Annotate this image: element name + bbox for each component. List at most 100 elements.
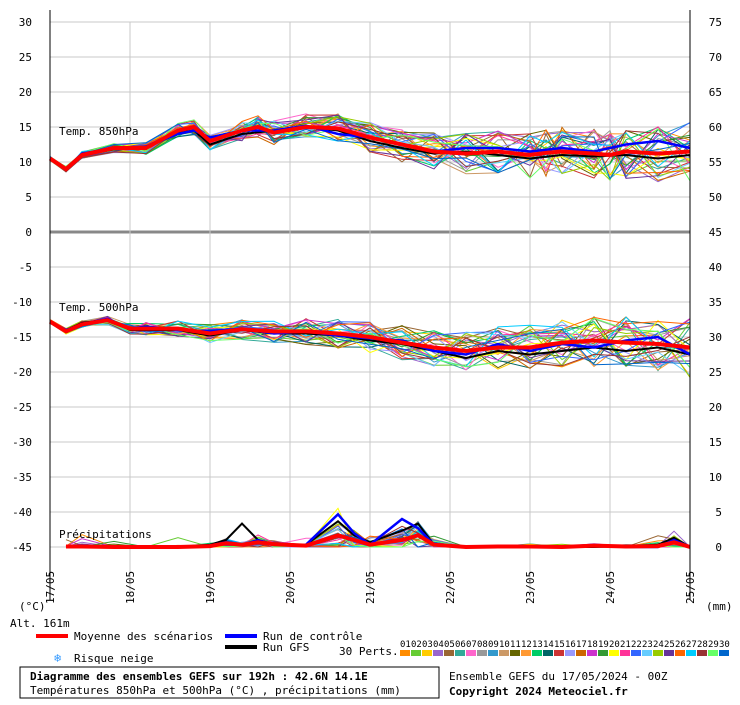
mean-line xyxy=(48,124,691,172)
perturbation-swatch xyxy=(422,650,432,656)
perturbation-swatch xyxy=(697,650,707,656)
unit-right: (mm) xyxy=(706,600,733,613)
left-tick-label: -20 xyxy=(12,366,32,379)
perturbation-swatch xyxy=(543,650,553,656)
perturbation-id: 11 xyxy=(510,640,521,650)
perturbation-id: 06 xyxy=(455,640,466,650)
perturbation-swatch xyxy=(719,650,729,656)
left-tick-label: 15 xyxy=(19,121,32,134)
perturbation-swatch xyxy=(686,650,696,656)
perturbation-swatch xyxy=(521,650,531,656)
perturbation-line xyxy=(49,320,691,367)
x-tick-label: 18/05 xyxy=(124,571,137,604)
x-tick-label: 25/05 xyxy=(684,571,697,604)
perturbation-id: 10 xyxy=(499,640,510,650)
legend-mean-label: Moyenne des scénarios xyxy=(74,630,213,643)
perturbation-id: 01 xyxy=(400,640,411,650)
legend-control-label: Run de contrôle xyxy=(263,630,362,643)
right-tick-label: 60 xyxy=(709,121,722,134)
perturbation-id: 19 xyxy=(598,640,609,650)
perturbation-legend: 01 02 03 04 05 06 07 08 09 10 11 12 13 14 15 16 17 18 19 20… xyxy=(400,640,730,656)
perturbation-swatch xyxy=(499,650,509,656)
perturbation-id: 29 xyxy=(708,640,719,650)
right-tick-label: 50 xyxy=(709,191,722,204)
perturbation-line xyxy=(49,114,691,174)
perturbation-swatch xyxy=(631,650,641,656)
perturbation-id: 20 xyxy=(609,640,620,650)
perturbation-id: 09 xyxy=(488,640,499,650)
title-box xyxy=(19,666,440,699)
panel-label-precip: Précipitations xyxy=(59,528,152,541)
right-tick-label: 30 xyxy=(709,331,722,344)
snowflake-icon: ❄ xyxy=(54,651,61,665)
chart-subtitle: Températures 850hPa et 500hPa (°C) , pré… xyxy=(30,684,401,697)
left-tick-label: -5 xyxy=(19,261,32,274)
perturbation-swatch xyxy=(510,650,520,656)
left-tick-label: 0 xyxy=(25,226,32,239)
copyright: Copyright 2024 Meteociel.fr xyxy=(449,685,628,698)
run-info: Ensemble GEFS du 17/05/2024 - 00Z xyxy=(449,670,668,683)
perturbation-line xyxy=(49,121,691,180)
x-tick-label: 22/05 xyxy=(444,571,457,604)
x-tick-label: 24/05 xyxy=(604,571,617,604)
perturbation-swatch xyxy=(532,650,542,656)
perturbation-swatch xyxy=(477,650,487,656)
perturbation-swatch xyxy=(609,650,619,656)
right-tick-label: 15 xyxy=(709,436,722,449)
perturbation-id: 14 xyxy=(543,640,554,650)
right-tick-label: 25 xyxy=(709,366,722,379)
left-tick-label: -35 xyxy=(12,471,32,484)
axes: 302520151050-5-10-15-20-25-30-35-40-4575… xyxy=(12,10,722,604)
right-tick-label: 40 xyxy=(709,261,722,274)
perturbation-line xyxy=(49,124,691,172)
perturbation-id: 18 xyxy=(587,640,598,650)
right-tick-label: 5 xyxy=(715,506,722,519)
perturbation-swatch xyxy=(411,650,421,656)
perturbation-swatch xyxy=(400,650,410,656)
x-tick-label: 23/05 xyxy=(524,571,537,604)
left-tick-label: 25 xyxy=(19,51,32,64)
left-tick-label: 5 xyxy=(25,191,32,204)
left-tick-label: -25 xyxy=(12,401,32,414)
perturbation-id: 30 xyxy=(719,640,730,650)
x-tick-label: 17/05 xyxy=(44,571,57,604)
perturbation-line xyxy=(49,316,691,368)
perturbation-id: 21 xyxy=(620,640,631,650)
perturbation-swatch xyxy=(455,650,465,656)
perturbation-line xyxy=(49,119,691,174)
mean-line xyxy=(66,533,691,550)
perturbation-swatch xyxy=(444,650,454,656)
perturbation-id: 04 xyxy=(433,640,444,650)
perturbation-id: 27 xyxy=(686,640,697,650)
left-tick-label: -45 xyxy=(12,541,32,554)
left-tick-label: -10 xyxy=(12,296,32,309)
left-tick-label: -15 xyxy=(12,331,32,344)
perturbation-line xyxy=(49,317,691,368)
right-tick-label: 45 xyxy=(709,226,722,239)
panel-label-500: Temp. 500hPa xyxy=(59,301,138,314)
left-tick-label: 30 xyxy=(19,16,32,29)
perturbation-id: 16 xyxy=(565,640,576,650)
right-tick-label: 55 xyxy=(709,156,722,169)
main-lines xyxy=(48,124,691,550)
chart-title: Diagramme des ensembles GEFS sur 192h : … xyxy=(30,670,368,683)
left-tick-label: 20 xyxy=(19,86,32,99)
right-tick-label: 35 xyxy=(709,296,722,309)
perturbation-swatch xyxy=(675,650,685,656)
perturbation-id: 24 xyxy=(653,640,664,650)
right-tick-label: 20 xyxy=(709,401,722,414)
perturbation-id: 13 xyxy=(532,640,543,650)
perturbation-swatch xyxy=(488,650,498,656)
perturbation-id: 07 xyxy=(466,640,477,650)
perturbations-label: 30 Perts. xyxy=(339,645,399,658)
perturbation-id: 28 xyxy=(697,640,708,650)
unit-left: (°C) xyxy=(19,600,46,613)
perturbation-swatch xyxy=(620,650,630,656)
perturbation-id: 12 xyxy=(521,640,532,650)
perturbation-swatch xyxy=(554,650,564,656)
perturbation-swatch xyxy=(433,650,443,656)
right-tick-label: 75 xyxy=(709,16,722,29)
perturbation-swatch xyxy=(708,650,718,656)
x-tick-label: 19/05 xyxy=(204,571,217,604)
